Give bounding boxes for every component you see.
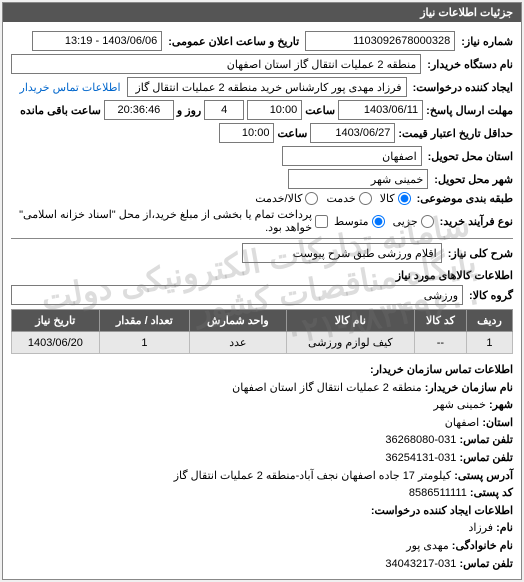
validity-label: حداقل تاریخ اعتبار قیمت:	[398, 127, 513, 140]
org-label: نام سازمان خریدار:	[425, 382, 513, 394]
purchase-type-label: نوع فرآیند خرید:	[440, 215, 513, 228]
info-city-value: خمینی شهر	[434, 399, 486, 411]
category-label: طبقه بندی موضوعی:	[417, 192, 513, 205]
category-service-radio[interactable]	[359, 192, 372, 205]
td-row: 1	[466, 332, 512, 354]
purchase-small-label: جزیی	[393, 215, 418, 228]
payment-checkbox[interactable]	[315, 215, 328, 228]
info-city-label: شهر:	[489, 399, 513, 411]
goods-info-title: اطلاعات کالاهای مورد نیاز	[11, 269, 513, 282]
details-panel: جزئیات اطلاعات نیاز شماره نیاز: تاریخ و …	[2, 2, 522, 580]
td-code: --	[414, 332, 466, 354]
org-value: منطقه 2 عملیات انتقال گاز استان اصفهان	[232, 382, 422, 394]
th-code: کد کالا	[414, 310, 466, 332]
td-date: 1403/06/20	[12, 332, 100, 354]
req-phone-value: 031-34043217	[385, 558, 456, 570]
validity-time-input[interactable]	[219, 123, 274, 143]
info-fax-value: 031-36254131	[385, 452, 456, 464]
fname-value: فرزاد	[468, 522, 493, 534]
summary-input[interactable]	[242, 243, 442, 263]
lname-label: نام خانوادگی:	[452, 540, 513, 552]
creator-label: ایجاد کننده درخواست:	[413, 81, 513, 94]
lname-value: مهدی پور	[406, 540, 448, 552]
city-input[interactable]	[288, 169, 428, 189]
announce-input[interactable]	[32, 31, 162, 51]
deadline-label: مهلت ارسال پاسخ:	[426, 104, 513, 117]
th-qty: تعداد / مقدار	[99, 310, 189, 332]
validity-date-input[interactable]	[310, 123, 395, 143]
remaining-days-input[interactable]	[204, 100, 244, 120]
th-name: نام کالا	[286, 310, 414, 332]
requester-title: اطلاعات ایجاد کننده درخواست:	[11, 503, 513, 521]
announce-label: تاریخ و ساعت اعلان عمومی:	[168, 35, 299, 48]
remaining-time-input[interactable]	[104, 100, 174, 120]
deadline-date-input[interactable]	[338, 100, 423, 120]
buyer-info-block: اطلاعات تماس سازمان خریدار: نام سازمان خ…	[11, 362, 513, 573]
purchase-type-group: جزیی متوسط	[334, 215, 434, 228]
need-number-input[interactable]	[305, 31, 455, 51]
info-phone-label: تلفن تماس:	[459, 434, 513, 446]
category-goods-label: کالا	[380, 192, 395, 205]
divider	[11, 238, 513, 239]
info-province-label: استان:	[482, 417, 513, 429]
province-input[interactable]	[282, 146, 422, 166]
need-number-label: شماره نیاز:	[461, 35, 513, 48]
category-service-label: خدمت	[326, 192, 355, 205]
fname-label: نام:	[496, 522, 513, 534]
info-address-label: آدرس پستی:	[454, 470, 513, 482]
payment-note: پرداخت تمام یا بخشی از مبلغ خرید،از محل …	[11, 208, 312, 234]
city-label: شهر محل تحویل:	[434, 173, 513, 186]
contact-link[interactable]: اطلاعات تماس خریدار	[20, 81, 121, 94]
th-unit: واحد شمارش	[189, 310, 286, 332]
req-phone-label: تلفن تماس:	[459, 558, 513, 570]
info-province-value: اصفهان	[445, 417, 479, 429]
info-postal-value: 8586511111	[409, 487, 467, 499]
deadline-time-input[interactable]	[247, 100, 302, 120]
td-name: کیف لوازم ورزشی	[286, 332, 414, 354]
purchase-small-radio[interactable]	[421, 215, 434, 228]
summary-label: شرح کلی نیاز:	[448, 247, 513, 260]
goods-table: ردیف کد کالا نام کالا واحد شمارش تعداد /…	[11, 309, 513, 354]
panel-title: جزئیات اطلاعات نیاز	[3, 3, 521, 22]
buyer-org-label: نام دستگاه خریدار:	[427, 58, 513, 71]
creator-input[interactable]	[127, 77, 407, 97]
category-goods-service-radio[interactable]	[305, 192, 318, 205]
buyer-org-input[interactable]	[11, 54, 421, 74]
category-radio-group: کالا خدمت کالا/خدمت	[255, 192, 410, 205]
th-row: ردیف	[466, 310, 512, 332]
category-goods-service-label: کالا/خدمت	[255, 192, 302, 205]
goods-group-label: گروه کالا:	[469, 289, 513, 302]
purchase-medium-radio[interactable]	[372, 215, 385, 228]
info-address-value: کیلومتر 17 جاده اصفهان نجف آباد-منطقه 2 …	[174, 470, 451, 482]
purchase-medium-label: متوسط	[334, 215, 369, 228]
remaining-days-label: روز و	[177, 104, 201, 117]
table-row: 1 -- کیف لوازم ورزشی عدد 1 1403/06/20	[12, 332, 513, 354]
buyer-info-title: اطلاعات تماس سازمان خریدار:	[11, 362, 513, 380]
category-goods-radio[interactable]	[398, 192, 411, 205]
info-postal-label: کد پستی:	[470, 487, 513, 499]
th-date: تاریخ نیاز	[12, 310, 100, 332]
table-header-row: ردیف کد کالا نام کالا واحد شمارش تعداد /…	[12, 310, 513, 332]
goods-group-input[interactable]	[11, 285, 463, 305]
td-unit: عدد	[189, 332, 286, 354]
info-fax-label: تلفن تماس:	[459, 452, 513, 464]
td-qty: 1	[99, 332, 189, 354]
province-label: استان محل تحویل:	[428, 150, 513, 163]
info-phone-value: 031-36268080	[385, 434, 456, 446]
validity-time-label: ساعت	[277, 127, 307, 140]
remaining-suffix: ساعت باقی مانده	[20, 104, 101, 117]
deadline-time-label: ساعت	[305, 104, 335, 117]
